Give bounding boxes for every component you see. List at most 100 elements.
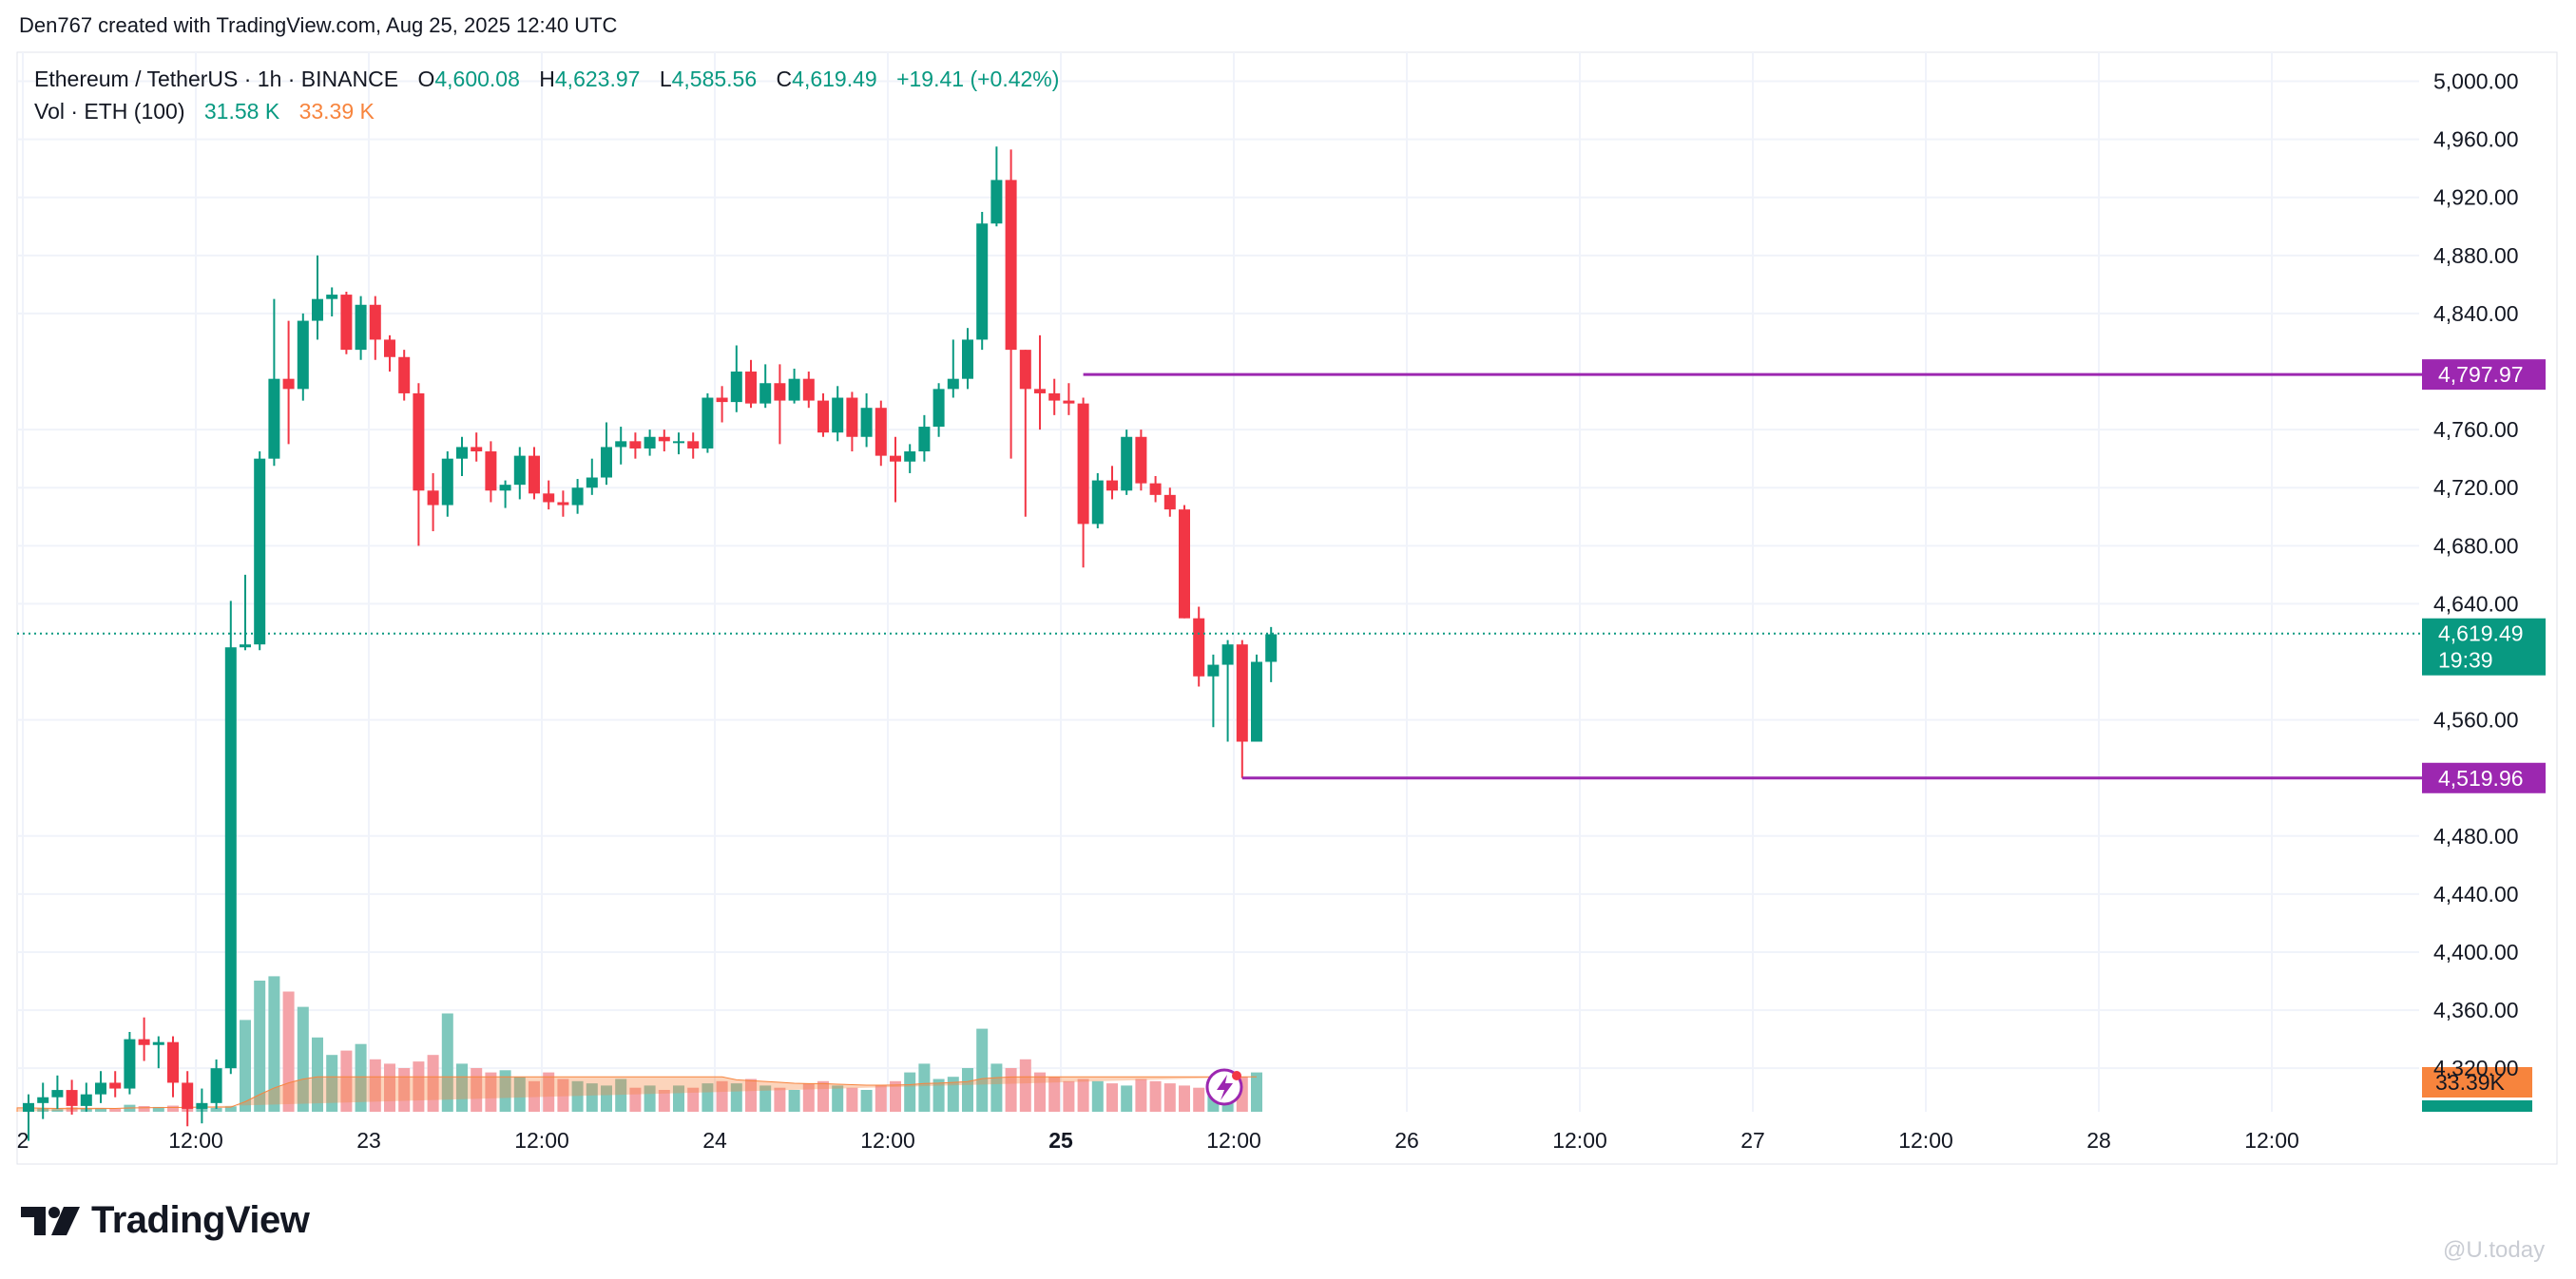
volume-bar <box>846 1087 858 1112</box>
candle-body <box>80 1094 92 1106</box>
candle-body <box>109 1082 122 1089</box>
volume-bar <box>355 1043 367 1112</box>
candle-body <box>1077 403 1089 525</box>
volume-bar <box>759 1085 772 1112</box>
attribution-text: Den767 created with TradingView.com, Aug… <box>19 13 618 37</box>
candle-body <box>1135 436 1147 484</box>
candle-body <box>1005 180 1017 351</box>
candle-body <box>730 372 742 403</box>
volume-bar <box>774 1087 786 1112</box>
candle-body <box>268 378 280 459</box>
volume-bar <box>485 1072 497 1112</box>
candle-body <box>601 447 612 478</box>
candle-body <box>932 389 945 428</box>
price-tick-label: 5,000.00 <box>2433 69 2519 94</box>
candle-body <box>37 1097 49 1103</box>
volume-bar <box>95 1108 106 1112</box>
volume-bar <box>1005 1068 1017 1112</box>
time-tick-label: 24 <box>702 1128 727 1153</box>
time-tick-label: 12:00 <box>514 1128 569 1153</box>
candle-body <box>1034 389 1046 393</box>
price-tick-label: 4,400.00 <box>2433 940 2519 964</box>
candle-body <box>152 1041 164 1045</box>
volume-bar <box>1019 1059 1031 1112</box>
time-tick-label: 12:00 <box>168 1128 223 1153</box>
volume-label[interactable]: Vol · ETH (100) <box>34 99 185 124</box>
candle-body <box>384 339 395 357</box>
time-axis: 2 12:00 23 12:00 24 12:00 25 12:00 26 12:00 27 12:0… <box>17 1128 2299 1153</box>
volume-bar <box>384 1063 395 1112</box>
volume-bar <box>615 1079 627 1112</box>
volume-bar <box>702 1083 714 1112</box>
candle-body <box>774 383 786 401</box>
time-tick-label: 12:00 <box>1552 1128 1607 1153</box>
candle-body <box>629 441 642 449</box>
volume-bar <box>369 1059 381 1112</box>
volume-bar <box>1106 1083 1118 1112</box>
candle-body <box>1236 644 1248 742</box>
close-value: 4,619.49 <box>792 67 877 91</box>
price-tick-label: 4,320.00 <box>2433 1056 2519 1080</box>
candle-body <box>557 502 569 506</box>
candle-body <box>860 408 873 437</box>
price-tick-label: 4,360.00 <box>2433 998 2519 1022</box>
volume-bar <box>716 1080 728 1112</box>
candle-body <box>904 451 916 462</box>
candle-body <box>398 356 411 393</box>
time-tick-label: 26 <box>1394 1128 1419 1153</box>
volume-bar <box>1091 1080 1104 1112</box>
time-tick-label: 12:00 <box>1206 1128 1261 1153</box>
candle-body <box>124 1039 136 1089</box>
volume-bar <box>240 1020 251 1112</box>
volume-bar <box>254 981 266 1112</box>
candle-body <box>51 1090 64 1098</box>
candle-body <box>529 455 540 494</box>
alert-flash-icon[interactable] <box>1205 1068 1243 1106</box>
candle-body <box>846 397 858 437</box>
volume-bar <box>918 1063 931 1112</box>
price-tick-label: 4,960.00 <box>2433 127 2519 152</box>
volume-bar <box>138 1106 150 1112</box>
price-tick-label: 4,640.00 <box>2433 591 2519 616</box>
volume-value: 31.58 K <box>203 99 280 124</box>
volume-bar <box>1179 1085 1190 1112</box>
level-price-label: 4,797.97 <box>2438 362 2524 387</box>
volume-last-tag <box>2422 1100 2532 1112</box>
candle-body <box>427 490 439 506</box>
price-tick-label: 4,720.00 <box>2433 475 2519 500</box>
volume-bar <box>1163 1083 1176 1112</box>
candle-body <box>1221 644 1234 665</box>
candle-body <box>962 339 973 379</box>
candle-body <box>543 493 555 503</box>
symbol-name[interactable]: Ethereum / TetherUS · 1h · BINANCE <box>34 67 399 91</box>
volume-bar <box>947 1077 959 1112</box>
time-tick-label: 27 <box>1740 1128 1765 1153</box>
candle-body <box>182 1082 194 1109</box>
candle-body <box>297 320 309 390</box>
price-tick-label: 4,840.00 <box>2433 301 2519 326</box>
candle-body <box>918 427 931 452</box>
candle-body <box>1251 661 1262 742</box>
level-price-label: 4,519.96 <box>2438 766 2524 791</box>
candle-body <box>95 1082 106 1095</box>
last-price-label: 4,619.49 <box>2438 621 2524 646</box>
price-tick-label: 4,440.00 <box>2433 882 2519 907</box>
last-price-tag <box>2422 618 2546 676</box>
candle-body <box>513 455 526 486</box>
price-tick-label: 4,480.00 <box>2433 824 2519 849</box>
high-label: H <box>539 67 555 91</box>
volume-ma-area <box>16 1076 1257 1112</box>
candle-body <box>167 1041 179 1083</box>
candle-body <box>1179 509 1190 619</box>
volume-bar <box>1251 1072 1262 1112</box>
open-label: O <box>417 67 435 91</box>
volume-bar <box>427 1055 439 1112</box>
volume-bar <box>312 1037 323 1112</box>
chart-grid <box>16 51 2558 1165</box>
candle-body <box>471 447 483 452</box>
volume-bar <box>860 1090 873 1112</box>
volume-bar <box>398 1068 411 1112</box>
volume-bar <box>629 1087 642 1112</box>
